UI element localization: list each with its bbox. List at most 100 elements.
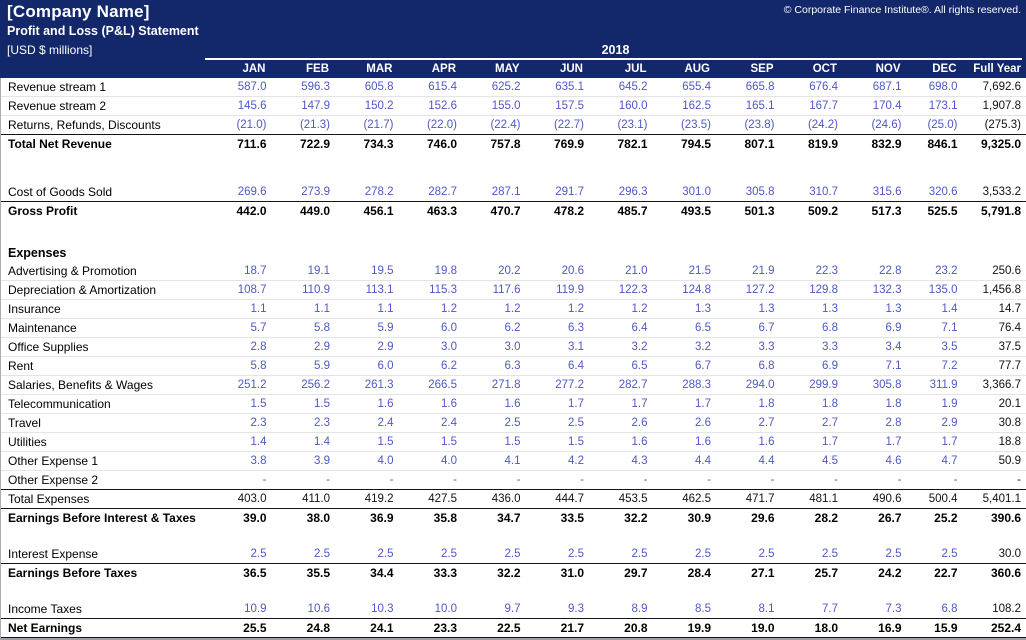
month-value-cell[interactable]: (24.2)	[778, 119, 842, 131]
month-value-cell[interactable]: 110.9	[270, 284, 334, 296]
month-value-cell[interactable]: 315.6	[841, 186, 905, 198]
month-value-cell[interactable]: 2.7	[778, 417, 842, 429]
month-value-cell[interactable]: 4.0	[397, 455, 461, 467]
month-value-cell[interactable]: 2.5	[651, 548, 715, 560]
month-value-cell[interactable]: 1.2	[587, 303, 651, 315]
month-value-cell[interactable]: 1.5	[333, 436, 397, 448]
month-value-cell[interactable]: 1.2	[460, 303, 524, 315]
month-value-cell[interactable]: 7.1	[905, 322, 961, 334]
month-value-cell[interactable]: 2.8	[206, 341, 270, 353]
month-value-cell[interactable]: 21.0	[587, 265, 651, 277]
month-value-cell[interactable]: 4.1	[460, 455, 524, 467]
month-value-cell[interactable]: 115.3	[397, 284, 461, 296]
month-value-cell[interactable]: 1.4	[905, 303, 961, 315]
month-value-cell[interactable]: 150.2	[333, 100, 397, 112]
month-value-cell[interactable]: 310.7	[778, 186, 842, 198]
month-value-cell[interactable]: 5.9	[333, 322, 397, 334]
month-value-cell[interactable]: -	[524, 474, 588, 486]
month-value-cell[interactable]: 6.2	[460, 322, 524, 334]
month-value-cell[interactable]: 6.4	[524, 360, 588, 372]
month-value-cell[interactable]: 273.9	[270, 186, 334, 198]
month-value-cell[interactable]: 2.4	[397, 417, 461, 429]
month-value-cell[interactable]: 7.2	[905, 360, 961, 372]
month-value-cell[interactable]: 1.2	[524, 303, 588, 315]
month-value-cell[interactable]: 155.0	[460, 100, 524, 112]
month-value-cell[interactable]: 299.9	[778, 379, 842, 391]
month-value-cell[interactable]: 19.1	[270, 265, 334, 277]
month-value-cell[interactable]: 7.3	[841, 603, 905, 615]
month-value-cell[interactable]: 605.8	[333, 81, 397, 93]
month-value-cell[interactable]: 6.5	[651, 322, 715, 334]
month-value-cell[interactable]: (23.1)	[587, 119, 651, 131]
month-value-cell[interactable]: 6.7	[651, 360, 715, 372]
month-value-cell[interactable]: 1.6	[397, 398, 461, 410]
month-value-cell[interactable]: 277.2	[524, 379, 588, 391]
month-value-cell[interactable]: 19.8	[397, 265, 461, 277]
month-value-cell[interactable]: 117.6	[460, 284, 524, 296]
month-value-cell[interactable]: 282.7	[397, 186, 461, 198]
month-value-cell[interactable]: 160.0	[587, 100, 651, 112]
month-value-cell[interactable]: 3.9	[270, 455, 334, 467]
month-value-cell[interactable]: 291.7	[524, 186, 588, 198]
month-value-cell[interactable]: 113.1	[333, 284, 397, 296]
month-value-cell[interactable]: 7.7	[778, 603, 842, 615]
month-value-cell[interactable]: 124.8	[651, 284, 715, 296]
month-value-cell[interactable]: 2.3	[206, 417, 270, 429]
month-value-cell[interactable]: 2.6	[587, 417, 651, 429]
month-value-cell[interactable]: 6.2	[397, 360, 461, 372]
month-value-cell[interactable]: -	[714, 474, 778, 486]
month-value-cell[interactable]: 10.3	[333, 603, 397, 615]
month-value-cell[interactable]: 127.2	[714, 284, 778, 296]
month-value-cell[interactable]: 320.6	[905, 186, 961, 198]
month-value-cell[interactable]: -	[905, 474, 961, 486]
month-value-cell[interactable]: 4.7	[905, 455, 961, 467]
month-value-cell[interactable]: 165.1	[714, 100, 778, 112]
month-value-cell[interactable]: 21.9	[714, 265, 778, 277]
month-value-cell[interactable]: 1.4	[206, 436, 270, 448]
month-value-cell[interactable]: 152.6	[397, 100, 461, 112]
month-value-cell[interactable]: 1.5	[206, 398, 270, 410]
month-value-cell[interactable]: 22.8	[841, 265, 905, 277]
month-value-cell[interactable]: 2.8	[841, 417, 905, 429]
month-value-cell[interactable]: 5.8	[270, 322, 334, 334]
month-value-cell[interactable]: 1.6	[651, 436, 715, 448]
month-value-cell[interactable]: 1.8	[778, 398, 842, 410]
month-value-cell[interactable]: 6.0	[333, 360, 397, 372]
month-value-cell[interactable]: -	[651, 474, 715, 486]
month-value-cell[interactable]: 1.5	[524, 436, 588, 448]
month-value-cell[interactable]: 2.9	[905, 417, 961, 429]
month-value-cell[interactable]: -	[206, 474, 270, 486]
month-value-cell[interactable]: (24.6)	[841, 119, 905, 131]
month-value-cell[interactable]: 3.2	[651, 341, 715, 353]
month-value-cell[interactable]: 3.8	[206, 455, 270, 467]
month-value-cell[interactable]: 6.5	[587, 360, 651, 372]
month-value-cell[interactable]: 157.5	[524, 100, 588, 112]
month-value-cell[interactable]: 1.6	[714, 436, 778, 448]
month-value-cell[interactable]: 2.5	[778, 548, 842, 560]
month-value-cell[interactable]: 1.3	[778, 303, 842, 315]
month-value-cell[interactable]: 2.5	[460, 417, 524, 429]
month-value-cell[interactable]: 10.0	[397, 603, 461, 615]
month-value-cell[interactable]: 173.1	[905, 100, 961, 112]
month-value-cell[interactable]: 3.3	[778, 341, 842, 353]
month-value-cell[interactable]: 1.1	[206, 303, 270, 315]
month-value-cell[interactable]: 251.2	[206, 379, 270, 391]
month-value-cell[interactable]: 3.5	[905, 341, 961, 353]
month-value-cell[interactable]: 1.3	[714, 303, 778, 315]
month-value-cell[interactable]: 305.8	[714, 186, 778, 198]
month-value-cell[interactable]: 2.5	[524, 548, 588, 560]
month-value-cell[interactable]: 2.5	[460, 548, 524, 560]
month-value-cell[interactable]: 20.6	[524, 265, 588, 277]
month-value-cell[interactable]: 3.3	[714, 341, 778, 353]
month-value-cell[interactable]: 261.3	[333, 379, 397, 391]
month-value-cell[interactable]: 282.7	[587, 379, 651, 391]
month-value-cell[interactable]: 2.9	[333, 341, 397, 353]
month-value-cell[interactable]: (21.3)	[270, 119, 334, 131]
month-value-cell[interactable]: 596.3	[270, 81, 334, 93]
month-value-cell[interactable]: 4.5	[778, 455, 842, 467]
month-value-cell[interactable]: 4.4	[651, 455, 715, 467]
company-name[interactable]: [Company Name]	[7, 2, 150, 22]
month-value-cell[interactable]: 5.8	[206, 360, 270, 372]
month-value-cell[interactable]: 135.0	[905, 284, 961, 296]
month-value-cell[interactable]: (22.4)	[460, 119, 524, 131]
